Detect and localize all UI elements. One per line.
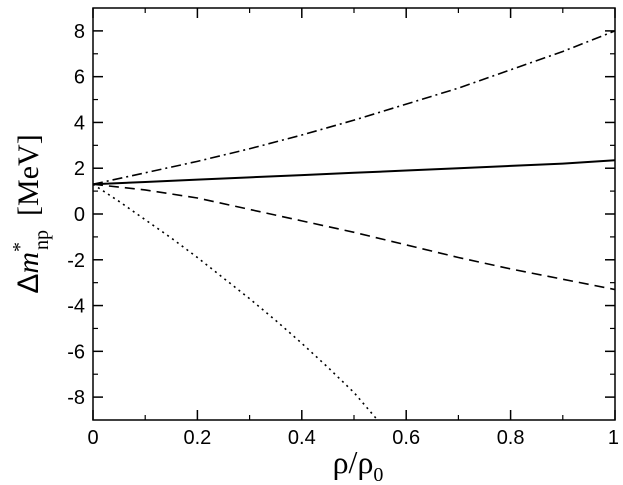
y-axis-label-unit: [MeV]	[12, 134, 45, 216]
x-tick-label: 0.4	[288, 427, 316, 449]
y-axis-label-sup: *	[9, 242, 31, 252]
series-line-dashdot	[93, 30, 615, 186]
plot-frame	[92, 7, 616, 421]
y-axis-label-prefix: Δ	[12, 274, 45, 294]
y-tick-label: -4	[67, 296, 85, 318]
y-axis-label-var: m	[12, 252, 45, 274]
y-tick-label: 2	[74, 158, 85, 180]
series-lines	[93, 30, 615, 420]
x-axis-label-sub: 0	[373, 464, 383, 485]
y-tick-label: 0	[74, 204, 85, 226]
x-tick-label: 1	[608, 427, 619, 449]
series-line-solid	[93, 159, 615, 186]
x-tick-label: 0.8	[497, 427, 525, 449]
y-axis-label: Δm*np [MeV]	[9, 134, 53, 293]
y-tick-label: 8	[74, 21, 85, 43]
y-axis-ticks: -8 -6 -4 -2 0 2 4 6 8	[67, 21, 615, 409]
x-axis-ticks: 0 0.2 0.4 0.6 0.8 1	[87, 8, 619, 449]
y-axis-label-sub: np	[31, 230, 53, 250]
y-tick-label: -6	[67, 341, 85, 363]
x-axis-label-main: ρ/ρ	[333, 444, 374, 480]
x-tick-label: 0	[87, 427, 98, 449]
y-tick-label: 6	[74, 67, 85, 89]
series-line-dashed	[93, 183, 615, 291]
y-tick-label: 4	[74, 112, 85, 134]
x-axis-label: ρ/ρ0	[333, 444, 384, 485]
series-line-dotted	[93, 183, 379, 420]
y-tick-label: -8	[67, 387, 85, 409]
x-tick-label: 0.2	[183, 427, 211, 449]
y-tick-label: -2	[67, 250, 85, 272]
x-tick-label: 0.6	[392, 427, 420, 449]
